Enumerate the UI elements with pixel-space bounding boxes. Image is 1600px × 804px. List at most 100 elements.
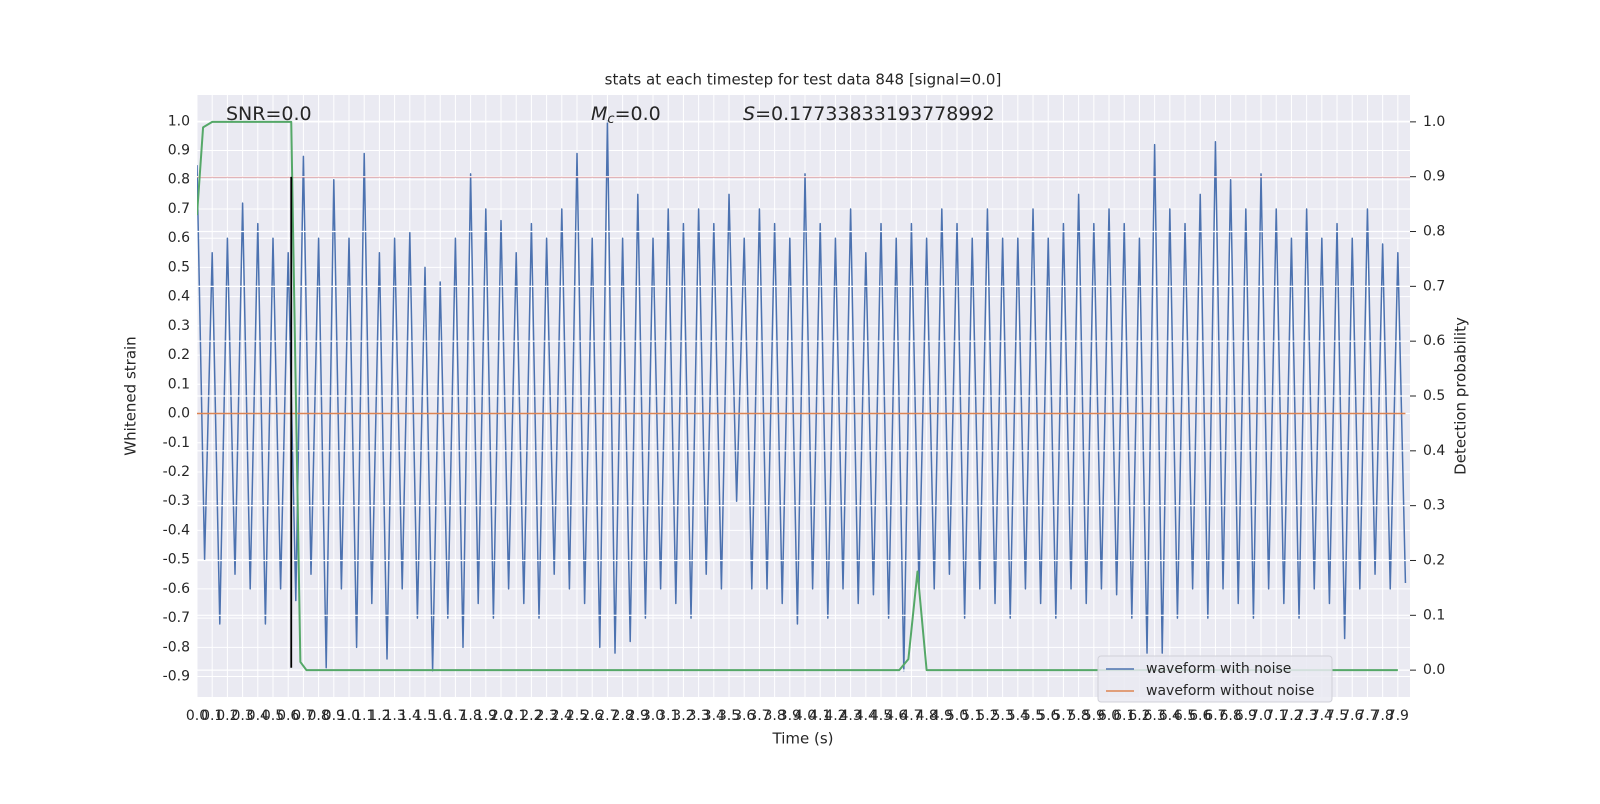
x-tick-label: 0.9 — [323, 708, 345, 724]
x-tick-label: 6.8 — [1220, 708, 1242, 724]
y-tick-label: -0.9 — [163, 669, 190, 685]
x-tick-label: 5.9 — [1083, 708, 1105, 724]
x-tick-label: 3.4 — [703, 708, 725, 724]
x-tick-label: 7.9 — [1387, 708, 1409, 724]
x-tick-label: 4.9 — [931, 708, 953, 724]
x-tick-label: 4.3 — [839, 708, 861, 724]
x-tick-label: 2.8 — [611, 708, 633, 724]
x-tick-label: 2.6 — [581, 708, 603, 724]
x-tick-label: 0.5 — [262, 708, 284, 724]
x-tick-label: 2.5 — [566, 708, 588, 724]
x-tick-label: 1.4 — [399, 708, 421, 724]
x-tick-label: 5.8 — [1067, 708, 1089, 724]
x-tick-label: 4.5 — [870, 708, 892, 724]
x-tick-label: 0.7 — [292, 708, 314, 724]
y-tick-label: 0.1 — [168, 376, 190, 392]
x-tick-label: 2.0 — [490, 708, 512, 724]
y2-tick-label: 0.4 — [1423, 443, 1445, 459]
y-tick-label: -0.5 — [163, 552, 190, 568]
x-tick-label: 7.4 — [1311, 708, 1333, 724]
x-tick-label: 3.1 — [657, 708, 679, 724]
x-tick-label: 7.5 — [1326, 708, 1348, 724]
y-tick-label: 1.0 — [168, 113, 190, 129]
y-tick-label: 0.6 — [168, 230, 190, 246]
x-tick-label: 2.2 — [520, 708, 542, 724]
x-tick-label: 4.7 — [900, 708, 922, 724]
x-tick-label: 4.6 — [885, 708, 907, 724]
annotation-text: =0.0 — [615, 103, 661, 125]
y-tick-label: -0.7 — [163, 610, 190, 626]
annotation-subscript: c — [607, 112, 614, 127]
y-tick-label: 0.4 — [168, 289, 190, 305]
y2-tick-label: 0.9 — [1423, 169, 1445, 185]
y-tick-label: 0.5 — [168, 259, 190, 275]
x-tick-label: 1.3 — [383, 708, 405, 724]
x-tick-label: 7.1 — [1265, 708, 1287, 724]
x-tick-label: 0.4 — [247, 708, 269, 724]
y-tick-label: 0.8 — [168, 172, 190, 188]
x-tick-label: 4.1 — [809, 708, 831, 724]
x-tick-label: 1.0 — [338, 708, 360, 724]
y2-tick-label: 0.0 — [1423, 662, 1445, 678]
y-tick-label: 0.9 — [168, 143, 190, 159]
x-tick-label: 0.2 — [216, 708, 238, 724]
y-tick-label: -0.2 — [163, 464, 190, 480]
x-tick-label: 7.0 — [1250, 708, 1272, 724]
x-tick-label: 1.1 — [353, 708, 375, 724]
y-tick-label: 0.0 — [168, 406, 190, 422]
x-tick-label: 2.1 — [505, 708, 527, 724]
y2-tick-label: 0.3 — [1423, 498, 1445, 514]
legend-label: waveform without noise — [1146, 683, 1314, 699]
x-tick-label: 5.6 — [1037, 708, 1059, 724]
x-tick-label: 6.4 — [1159, 708, 1181, 724]
x-tick-label: 1.6 — [429, 708, 451, 724]
x-tick-label: 5.7 — [1052, 708, 1074, 724]
annotation-symbol: S — [743, 103, 755, 125]
x-tick-label: 0.3 — [231, 708, 253, 724]
y2-tick-label: 0.1 — [1423, 607, 1445, 623]
x-tick-label: 3.7 — [748, 708, 770, 724]
chart-title: stats at each timestep for test data 848… — [605, 71, 1002, 89]
y-tick-label: -0.1 — [163, 435, 190, 451]
x-tick-label: 3.0 — [642, 708, 664, 724]
x-tick-label: 5.2 — [976, 708, 998, 724]
x-tick-label: 4.4 — [855, 708, 877, 724]
y-tick-label: 0.2 — [168, 347, 190, 363]
x-tick-label: 0.8 — [307, 708, 329, 724]
x-tick-label: 3.9 — [779, 708, 801, 724]
x-tick-label: 2.9 — [627, 708, 649, 724]
x-tick-label: 2.3 — [535, 708, 557, 724]
x-tick-label: 6.7 — [1204, 708, 1226, 724]
x-tick-label: 7.6 — [1341, 708, 1363, 724]
x-tick-label: 7.7 — [1356, 708, 1378, 724]
x-tick-label: 4.0 — [794, 708, 816, 724]
x-tick-label: 6.2 — [1128, 708, 1150, 724]
x-tick-label: 6.9 — [1235, 708, 1257, 724]
x-tick-label: 6.1 — [1113, 708, 1135, 724]
x-tick-label: 1.8 — [459, 708, 481, 724]
x-tick-label: 4.2 — [824, 708, 846, 724]
annotation: S=0.17733833193778992 — [743, 103, 995, 125]
x-axis-label: Time (s) — [772, 730, 834, 748]
x-tick-label: 0.0 — [186, 708, 208, 724]
x-tick-label: 7.2 — [1280, 708, 1302, 724]
y2-tick-label: 0.8 — [1423, 224, 1445, 240]
legend-label: waveform with noise — [1146, 661, 1291, 677]
legend-box — [1097, 655, 1333, 703]
annotation-text: =0.17733833193778992 — [755, 103, 995, 125]
x-tick-label: 0.1 — [201, 708, 223, 724]
x-tick-label: 7.8 — [1372, 708, 1394, 724]
x-tick-label: 4.8 — [915, 708, 937, 724]
x-tick-label: 3.6 — [733, 708, 755, 724]
x-tick-label: 3.5 — [718, 708, 740, 724]
x-tick-label: 1.2 — [368, 708, 390, 724]
y2-tick-label: 0.5 — [1423, 388, 1445, 404]
x-tick-label: 2.4 — [551, 708, 573, 724]
annotation-symbol: M — [591, 103, 607, 125]
x-tick-label: 6.6 — [1189, 708, 1211, 724]
x-tick-label: 6.3 — [1143, 708, 1165, 724]
annotation: SNR=0.0 — [226, 103, 312, 125]
x-tick-label: 5.4 — [1007, 708, 1029, 724]
y2-tick-label: 0.7 — [1423, 278, 1445, 294]
